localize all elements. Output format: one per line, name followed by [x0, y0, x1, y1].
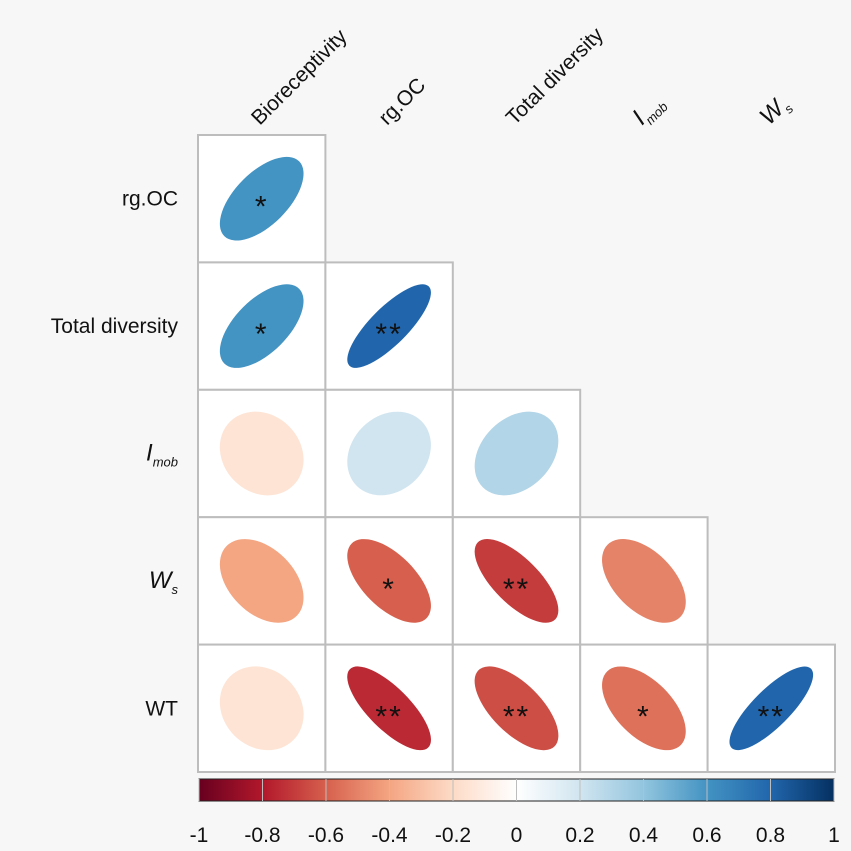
colorbar: -1 -0.8 -0.6 -0.4 -0.2 0 0.2 0.4 0.6 0.8 1	[190, 778, 840, 847]
row-label-2: Imob	[146, 440, 178, 470]
correlation-ellipse	[219, 284, 304, 368]
column-label-1: rg.OC	[374, 74, 430, 130]
cell-r3-c0	[197, 516, 327, 646]
row-label-4-main: WT	[145, 697, 178, 720]
cell-r4-c2: **	[451, 643, 582, 773]
correlation-ellipse	[474, 411, 559, 496]
correlation-ellipse	[474, 666, 559, 751]
correlation-ellipse	[219, 666, 304, 751]
correlation-ellipse	[347, 666, 431, 751]
column-label-1-main: rg.OC	[374, 74, 430, 130]
row-label-2-subscript: mob	[153, 455, 178, 470]
cell-r0-c0: *	[197, 134, 327, 264]
colorbar-tick-label: 0.2	[565, 824, 594, 847]
colorbar-tick-label: -0.2	[435, 824, 471, 847]
cell-r3-c3	[579, 516, 709, 646]
cell-r4-c3: *	[579, 643, 709, 773]
colorbar-tick-label: 1	[828, 824, 840, 847]
row-label-1: Total diversity	[51, 315, 179, 338]
colorbar-tick-label: -0.8	[244, 824, 280, 847]
significance-mark: *	[637, 700, 651, 733]
significance-mark: *	[382, 573, 396, 606]
cell-r2-c1	[324, 388, 454, 519]
correlation-ellipse	[347, 539, 431, 623]
significance-mark: **	[503, 700, 530, 733]
significance-mark: **	[758, 700, 785, 733]
cell-r3-c2: **	[451, 516, 582, 646]
cell-r4-c0	[197, 643, 327, 773]
correlation-ellipse	[474, 539, 559, 623]
row-label-3: Ws	[149, 567, 179, 597]
row-labels: rg.OC Total diversity Imob Ws WT	[51, 188, 179, 721]
significance-mark: *	[255, 191, 269, 224]
row-label-3-main: W	[149, 567, 174, 594]
column-label-2: Total diversity	[502, 23, 609, 130]
colorbar-tick-label: -0.4	[371, 824, 408, 847]
correlation-cells: ** *** **** ** * **	[197, 134, 836, 773]
correlation-ellipse	[729, 666, 814, 751]
row-label-1-main: Total diversity	[51, 315, 179, 338]
cell-r1-c0: *	[197, 261, 327, 391]
correlation-ellipse	[602, 539, 686, 623]
column-label-4-main: W	[754, 93, 791, 130]
column-label-0-main: Bioreceptivity	[247, 25, 352, 130]
correlation-ellipse	[219, 539, 304, 623]
column-label-4: Ws	[754, 90, 796, 132]
row-label-2-main: I	[146, 440, 153, 467]
cell-r1-c1: **	[324, 261, 454, 391]
significance-mark: *	[255, 318, 269, 351]
correlation-ellipse	[347, 411, 431, 496]
column-labels: Bioreceptivity rg.OC Total diversity Imob Ws	[247, 23, 797, 133]
correlation-ellipse	[219, 156, 304, 241]
correlation-ellipse	[347, 284, 431, 368]
colorbar-tick-label: 0	[511, 824, 523, 847]
significance-mark: **	[375, 700, 402, 733]
cell-r4-c1: **	[324, 643, 454, 773]
correlation-ellipse	[219, 411, 304, 496]
column-label-2-main: Total diversity	[502, 23, 609, 130]
cell-r4-c4: **	[706, 643, 836, 773]
column-label-3: Imob	[627, 89, 671, 133]
significance-mark: **	[503, 573, 530, 606]
significance-mark: **	[375, 318, 402, 351]
colorbar-tick-label: -1	[190, 824, 209, 847]
cell-r2-c0	[197, 388, 327, 519]
colorbar-tick-label: 0.6	[692, 824, 721, 847]
colorbar-tick-label: -0.6	[308, 824, 344, 847]
colorbar-tick-label: 0.4	[629, 824, 659, 847]
colorbar-tick-label: 0.8	[756, 824, 785, 847]
row-label-3-subscript: s	[172, 582, 179, 597]
row-label-0-main: rg.OC	[122, 188, 178, 211]
correlation-ellipse	[602, 666, 686, 751]
row-label-0: rg.OC	[122, 188, 178, 211]
column-label-0: Bioreceptivity	[247, 25, 352, 130]
row-label-4: WT	[145, 697, 178, 720]
cell-r3-c1: *	[324, 516, 454, 646]
cell-r2-c2	[451, 388, 582, 519]
